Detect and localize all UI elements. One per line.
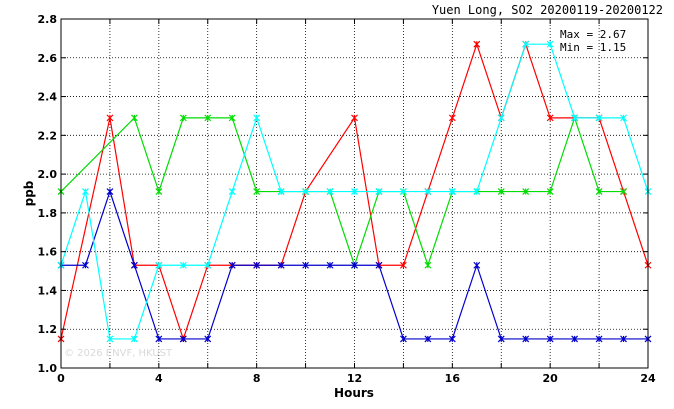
x-tick-label: 24: [640, 372, 656, 385]
y-tick-label: 2.4: [38, 91, 58, 104]
x-tick-labels: 0 4 8 12 16 20 24: [57, 372, 656, 385]
x-tick-label: 4: [155, 372, 163, 385]
x-tick-label: 20: [543, 372, 559, 385]
y-axis-label: ppb: [22, 180, 36, 206]
data-point: [130, 261, 138, 269]
data-point: [155, 188, 163, 195]
data-point: [546, 40, 554, 48]
data-point: [228, 114, 236, 122]
y-tick-label: 2.2: [38, 129, 58, 142]
data-point: [82, 188, 89, 195]
data-point: [277, 261, 285, 269]
data-point: [179, 335, 187, 343]
data-point: [522, 188, 530, 195]
data-point: [253, 261, 261, 269]
min-value-label: Min = 1.15: [560, 41, 626, 54]
data-point: [375, 188, 383, 195]
y-tick-labels: 1.0 1.2 1.4 1.6 1.8 2.0 2.2 2.4 2.6 2.8: [38, 13, 58, 375]
data-point: [155, 261, 163, 269]
data-point: [473, 40, 481, 48]
y-tick-label: 1.2: [38, 323, 58, 336]
y-tick-label: 2.6: [38, 52, 58, 65]
series-line-1: [60, 115, 624, 268]
chart-title: Yuen Long, SO2 20200119-20200122: [432, 3, 663, 17]
data-point: [571, 114, 579, 122]
data-point: [204, 114, 212, 122]
data-point: [546, 114, 554, 122]
y-tick-label: 1.6: [38, 246, 58, 259]
data-point: [130, 335, 138, 343]
data-point: [595, 335, 603, 343]
data-point: [326, 188, 334, 195]
data-point: [277, 188, 285, 195]
data-point: [106, 335, 114, 343]
y-tick-label: 1.0: [38, 362, 58, 375]
data-point: [399, 335, 407, 343]
data-point: [473, 188, 481, 195]
max-value-label: Max = 2.67: [560, 28, 626, 41]
data-point: [82, 261, 89, 269]
data-point: [253, 114, 261, 122]
data-point: [375, 261, 383, 269]
y-tick-label: 2.0: [38, 168, 58, 181]
series-3: [57, 40, 652, 343]
x-tick-label: 12: [347, 372, 362, 385]
data-point: [522, 40, 530, 48]
data-point: [620, 114, 627, 122]
y-tick-label: 1.4: [38, 284, 58, 297]
series-2: [57, 188, 652, 343]
data-point: [448, 335, 456, 343]
data-point: [302, 188, 310, 195]
data-point: [302, 261, 310, 269]
data-point: [351, 188, 358, 195]
x-tick-label: 8: [253, 372, 261, 385]
data-point: [204, 335, 212, 343]
data-point: [106, 114, 114, 122]
data-point: [351, 114, 358, 122]
data-point: [571, 335, 579, 343]
data-point: [424, 335, 432, 343]
x-axis-label: Hours: [334, 386, 374, 400]
x-tick-label: 0: [57, 372, 65, 385]
data-point: [595, 114, 603, 122]
data-point: [595, 188, 603, 195]
data-point: [106, 188, 114, 195]
series-group: [57, 40, 652, 343]
data-point: [228, 188, 236, 195]
data-point: [473, 261, 481, 269]
y-tick-label: 2.8: [38, 13, 58, 26]
data-point: [620, 335, 627, 343]
data-point: [399, 261, 407, 269]
data-point: [424, 261, 432, 269]
data-point: [497, 114, 505, 122]
data-point: [228, 261, 236, 269]
data-point: [351, 261, 358, 269]
data-point: [448, 114, 456, 122]
data-point: [546, 188, 554, 195]
data-point: [522, 335, 530, 343]
data-point: [326, 261, 334, 269]
data-point: [546, 335, 554, 343]
data-point: [204, 261, 212, 269]
data-point: [179, 114, 187, 122]
data-point: [253, 188, 261, 195]
watermark: © 2026 ENVF, HKUST: [64, 348, 173, 359]
data-point: [155, 335, 163, 343]
data-point: [424, 188, 432, 195]
data-point: [497, 188, 505, 195]
data-point: [399, 188, 407, 195]
data-point: [179, 261, 187, 269]
data-point: [130, 114, 138, 122]
tick-marks: [60, 18, 649, 369]
x-tick-label: 16: [445, 372, 461, 385]
y-tick-label: 1.8: [38, 207, 58, 220]
data-point: [620, 188, 627, 195]
data-point: [497, 335, 505, 343]
data-point: [448, 188, 456, 195]
